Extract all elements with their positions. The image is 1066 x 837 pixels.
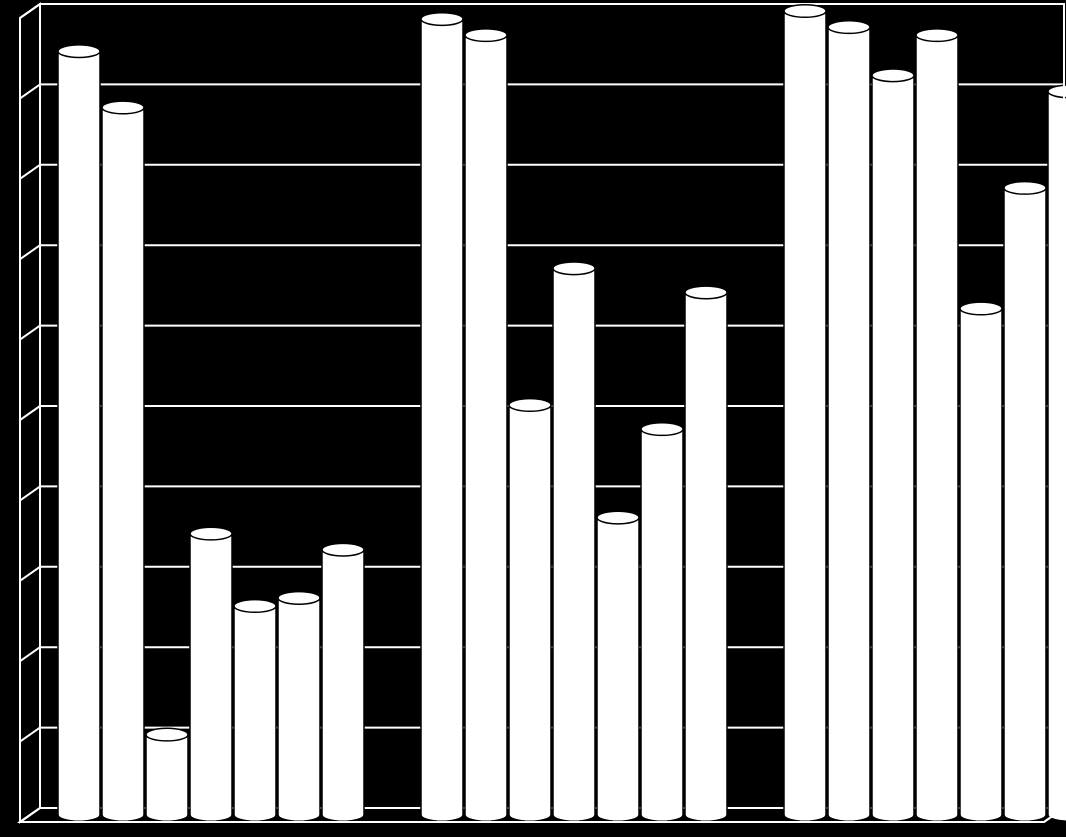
bar-cylinder [278, 592, 320, 822]
bar-cylinder [234, 600, 276, 822]
bar-cylinder [784, 5, 826, 822]
cylinder-bar-chart [0, 0, 1066, 837]
bar-cylinder [685, 286, 727, 821]
bar-cylinder [553, 262, 595, 821]
bar-cylinder [102, 101, 144, 821]
bar-cylinder [597, 511, 639, 821]
bar-cylinder [960, 302, 1002, 821]
bar-cylinder [322, 543, 364, 821]
bar-cylinder [58, 45, 100, 821]
bar-cylinder [509, 399, 551, 822]
bar-cylinder [828, 21, 870, 822]
bar-cylinder [916, 29, 958, 821]
bar-cylinder [146, 728, 188, 821]
bar-cylinder [465, 29, 507, 821]
bar-cylinder [1004, 182, 1046, 822]
bar-cylinder [641, 423, 683, 822]
bar-cylinder [872, 69, 914, 821]
bar-cylinder [421, 13, 463, 822]
bar-cylinder [190, 527, 232, 821]
